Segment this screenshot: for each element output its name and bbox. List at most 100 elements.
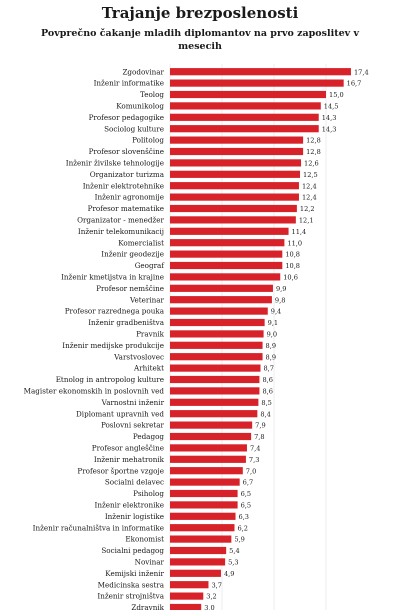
category-label: Inženir telekomunikacij: [78, 227, 164, 236]
bar: [170, 375, 260, 384]
bar: [170, 261, 283, 270]
category-label: Teolog: [140, 90, 164, 99]
bar: [170, 512, 236, 520]
value-label: 5,4: [229, 547, 240, 555]
bar: [170, 296, 272, 304]
category-label: Inženir strojništva: [97, 592, 164, 601]
value-label: 10,8: [285, 251, 300, 259]
value-label: 12,1: [299, 217, 314, 225]
bar: [170, 227, 289, 235]
bar: [170, 159, 302, 167]
category-label: Inženir računalništva in informatike: [33, 523, 164, 532]
bar: [170, 478, 240, 486]
bar: [170, 273, 281, 281]
value-label: 9,1: [268, 319, 279, 327]
value-label: 11,4: [292, 228, 307, 236]
chart-title: Trajanje brezposlenosti: [101, 4, 299, 22]
value-label: 12,2: [300, 205, 315, 213]
bar: [170, 79, 344, 87]
category-label: Politolog: [132, 136, 164, 145]
value-label: 9,0: [267, 331, 278, 339]
bar: [170, 489, 238, 498]
value-label: 10,8: [285, 262, 300, 270]
value-label: 12,8: [306, 137, 321, 145]
value-label: 14,3: [322, 114, 337, 122]
category-label: Profesor športne vzgoje: [77, 466, 164, 475]
bar: [170, 341, 263, 349]
bar: [170, 147, 304, 156]
bar: [170, 581, 209, 589]
bar: [170, 90, 326, 99]
value-label: 8,7: [263, 365, 274, 373]
bar: [170, 501, 238, 509]
category-label: Profesor slovenščine: [89, 147, 164, 156]
value-label: 12,4: [302, 182, 317, 190]
category-label: Socialni pedagog: [101, 546, 164, 555]
category-label: Profesor pedagogike: [89, 113, 164, 122]
bar: [170, 204, 297, 213]
category-label: Inženir informatike: [94, 79, 164, 88]
category-label: Pravnik: [136, 330, 165, 339]
category-label: Geograf: [135, 261, 166, 270]
category-label: Diplomant upravnih ved: [76, 409, 164, 418]
value-label: 9,4: [271, 308, 282, 316]
value-label: 5,9: [234, 536, 245, 544]
bar: [170, 410, 258, 418]
category-label: Magister ekonomskih in poslovnih ved: [24, 387, 165, 396]
category-label: Novinar: [135, 558, 165, 567]
bar: [170, 250, 283, 258]
bar: [170, 239, 285, 247]
bar: [170, 535, 232, 543]
bar: [170, 603, 202, 610]
bar: [170, 353, 263, 361]
bar: [170, 136, 304, 144]
category-label: Komercialist: [118, 238, 164, 247]
bar: [170, 318, 265, 327]
category-label: Varstvoslovec: [113, 352, 164, 361]
category-label: Pedagog: [133, 432, 165, 441]
value-label: 17,4: [354, 68, 369, 76]
category-label: Inženir gradbeništva: [88, 318, 164, 327]
value-label: 7,0: [246, 467, 256, 475]
bar: [170, 170, 300, 178]
bar: [170, 444, 247, 452]
value-label: 14,3: [322, 125, 337, 133]
value-label: 8,5: [261, 399, 272, 407]
chart-subtitle: Povprečno čakanje mladih diplomantov na …: [41, 28, 359, 52]
value-label: 6,3: [239, 513, 250, 521]
bar: [170, 193, 299, 201]
bar: [170, 216, 296, 224]
bar: [170, 524, 235, 532]
category-label: Medicinska sestra: [98, 580, 165, 589]
category-label: Inženir geodezije: [101, 250, 164, 259]
category-label: Varnostni inženir: [101, 398, 165, 407]
bar: [170, 284, 273, 292]
value-label: 6,5: [241, 490, 252, 498]
value-label: 11,0: [287, 239, 302, 247]
category-label: Inženir živilske tehnologije: [66, 159, 164, 168]
category-label: Etnolog in antropolog kulture: [56, 375, 164, 384]
value-label: 6,7: [243, 479, 254, 487]
category-label: Organizator - menedžer: [77, 216, 164, 225]
category-label: Zdravnik: [131, 603, 164, 610]
value-label: 9,8: [275, 296, 286, 304]
value-label: 6,2: [237, 524, 248, 532]
bar: [170, 569, 221, 577]
bar: [170, 182, 299, 190]
category-label: Organizator turizma: [90, 170, 165, 179]
value-label: 12,8: [306, 148, 321, 156]
value-label: 12,5: [303, 171, 318, 179]
bar: [170, 364, 261, 372]
value-label: 8,6: [262, 388, 273, 396]
bar: [170, 102, 321, 110]
category-label: Veterinar: [129, 295, 165, 304]
bar: [170, 467, 243, 475]
category-label: Arhitekt: [133, 364, 164, 373]
value-label: 3,2: [206, 593, 217, 601]
value-label: 14,5: [324, 103, 339, 111]
category-label: Inženir mehatronik: [94, 455, 165, 464]
bar: [170, 432, 252, 441]
category-label: Inženir elektronike: [94, 501, 164, 510]
value-label: 12,4: [302, 194, 317, 202]
